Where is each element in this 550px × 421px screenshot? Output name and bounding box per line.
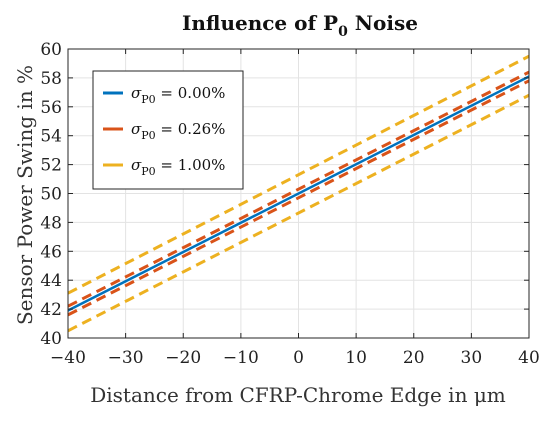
y-tick-label: 48 (40, 213, 62, 233)
series-line-4 (67, 93, 530, 333)
y-tick-label: 52 (40, 156, 62, 176)
legend-label: σP0 = 0.26% (131, 120, 225, 142)
series-line-2 (67, 79, 530, 317)
y-tick-label: 60 (40, 40, 62, 60)
x-tick-label: −30 (108, 348, 144, 368)
title-subscript: 0 (338, 24, 348, 40)
series-line-0 (67, 75, 530, 312)
x-tick-label: 0 (293, 348, 304, 368)
title-suffix: Noise (348, 11, 418, 35)
series-line-3 (67, 54, 530, 295)
y-tick-label: 56 (40, 98, 62, 118)
y-tick-label: 54 (40, 127, 62, 147)
x-tick-label: −20 (165, 348, 201, 368)
plot-lines (67, 54, 530, 333)
y-axis-label: Sensor Power Swing in % (13, 65, 37, 325)
x-ticks: −40 −30 −20 −10 0 10 20 30 40 (50, 348, 540, 368)
legend-label: σP0 = 0.00% (131, 84, 225, 106)
y-tick-label: 42 (40, 300, 62, 320)
grid (67, 48, 530, 339)
y-tick-label: 58 (40, 69, 62, 89)
y-tick-label: 50 (40, 185, 62, 205)
x-tick-label: 20 (403, 348, 425, 368)
axes-frame (67, 48, 530, 339)
x-tick-label: 40 (518, 348, 540, 368)
chart-title: Influence of P0 Noise (182, 11, 418, 40)
x-tick-label: −40 (50, 348, 86, 368)
series-line-1 (67, 70, 530, 308)
x-axis-label: Distance from CFRP-Chrome Edge in μm (90, 383, 506, 407)
legend: σP0 = 0.00% σP0 = 0.26% σP0 = 1.00% (92, 70, 244, 190)
legend-label: σP0 = 1.00% (131, 156, 225, 178)
y-tick-label: 40 (40, 329, 62, 349)
x-tick-label: 30 (461, 348, 483, 368)
x-tick-label: 10 (345, 348, 367, 368)
x-tick-label: −10 (223, 348, 259, 368)
y-ticks: 40 42 44 46 48 50 52 54 56 58 60 (40, 40, 62, 349)
y-tick-label: 46 (40, 242, 62, 262)
y-tick-label: 44 (40, 271, 62, 291)
title-main: Influence of P (182, 11, 338, 35)
